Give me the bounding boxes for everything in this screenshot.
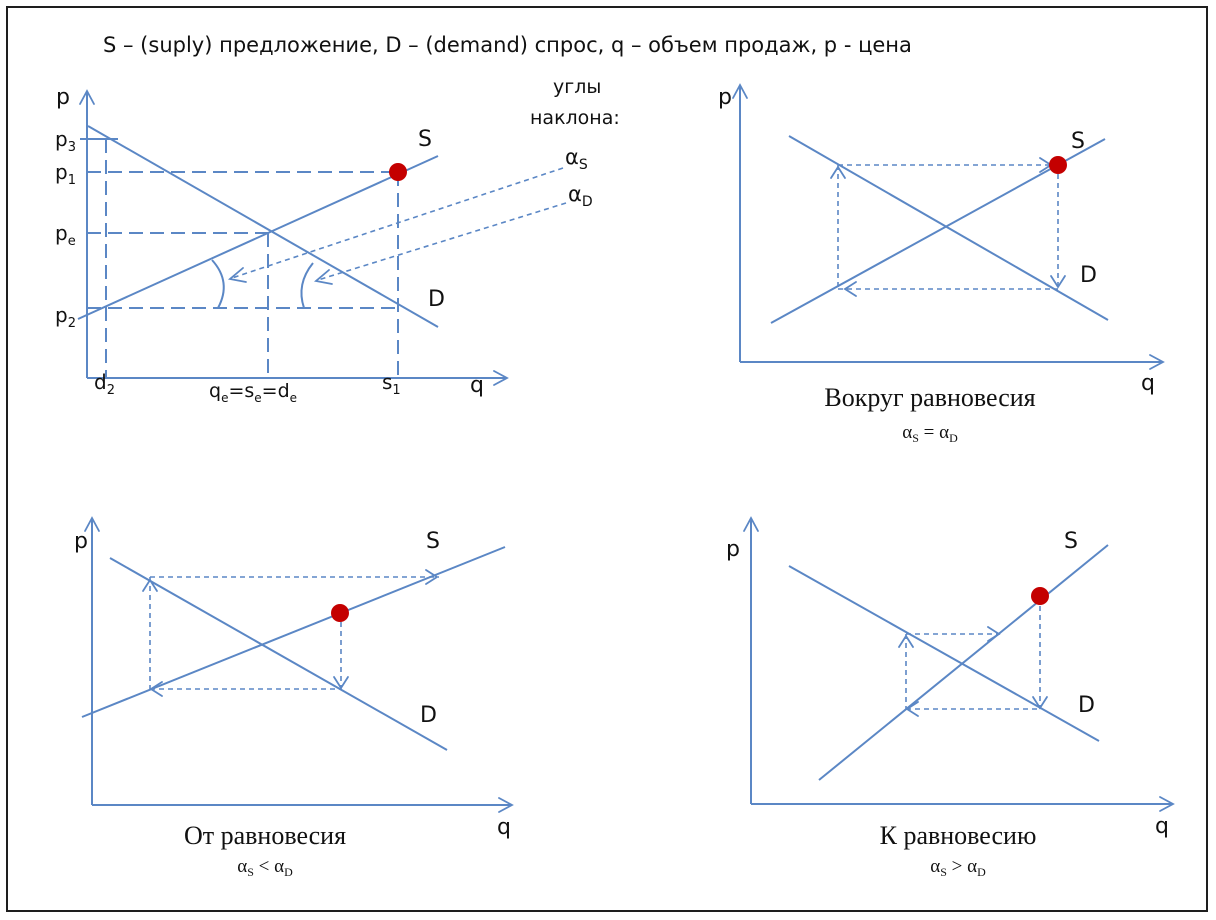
alpha-d-pointer-arrow-icon	[313, 269, 333, 285]
panel-around-equilibrium: p q S D Вокруг равновесия αS = αD	[718, 83, 1165, 445]
q-axis-arrow-icon	[498, 797, 514, 813]
p-axis-arrow-icon	[743, 516, 759, 532]
demand-label: D	[428, 287, 445, 312]
demand-label: D	[420, 703, 437, 728]
q-axis-arrow-icon	[1149, 354, 1165, 370]
p-axis-arrow-icon	[732, 83, 748, 99]
cobweb-arrow-down-icon	[333, 676, 349, 690]
panel-title: От равновесия	[184, 821, 346, 850]
slope-condition: αS = αD	[902, 422, 958, 445]
panel-title: Вокруг равновесия	[824, 383, 1035, 412]
price-point-marker	[1049, 156, 1067, 174]
cobweb-arrow-up-icon	[898, 634, 914, 648]
alpha-s-pointer	[231, 167, 564, 279]
supply-line	[77, 155, 439, 320]
p2-label: p2	[55, 303, 76, 331]
alpha-d-pointer	[317, 202, 567, 281]
panel-toward-equilibrium: p q S D К равновесию αS > αD	[726, 516, 1175, 879]
q-axis-arrow-icon	[1159, 796, 1175, 812]
p-axis-label: p	[726, 537, 740, 562]
q-axis-label: q	[470, 373, 484, 398]
demand-line	[109, 557, 448, 751]
cobweb-arrow-up-icon	[142, 578, 158, 592]
alpha-s-label: αS	[565, 145, 588, 173]
supply-label: S	[1064, 529, 1078, 554]
supply-label: S	[426, 529, 440, 554]
panel-title: К равновесию	[880, 821, 1037, 850]
price-point-marker	[389, 163, 407, 181]
slope-condition: αS > αD	[930, 856, 986, 879]
panel-definitions: p q S D p3 p1 pe p2 d2 s1 qe=se=de углы …	[55, 76, 620, 405]
cobweb-arrow-left-icon	[905, 701, 919, 717]
cobweb-arrow-left-icon	[843, 281, 857, 297]
demand-label: D	[1078, 693, 1095, 718]
demand-label: D	[1080, 263, 1097, 288]
diagram-frame	[6, 6, 1208, 912]
angles-title-line2: наклона:	[530, 107, 620, 129]
cobweb-arrow-up-icon	[830, 165, 846, 179]
pe-label: pe	[55, 221, 76, 249]
price-point-marker	[331, 604, 349, 622]
price-point-marker	[1031, 587, 1049, 605]
alpha-d-label: αD	[568, 182, 593, 210]
cobweb-arrow-down-icon	[1050, 275, 1066, 289]
demand-line	[788, 565, 1100, 742]
slope-condition: αS < αD	[237, 856, 293, 879]
p-axis-label: p	[718, 85, 732, 110]
d2-label: d2	[94, 370, 115, 398]
q-axis-label: q	[497, 815, 511, 840]
p-axis-label: p	[56, 85, 70, 110]
p1-label: p1	[55, 160, 76, 188]
cobweb-arrow-right-icon	[425, 569, 439, 585]
supply-line	[818, 544, 1109, 781]
cobweb-arrow-right-icon	[987, 626, 1001, 642]
supply-line	[770, 138, 1106, 324]
alpha-s-arc	[211, 259, 225, 309]
q-axis-label: q	[1155, 814, 1169, 839]
p-axis-label: p	[74, 529, 88, 554]
cobweb-arrow-left-icon	[149, 681, 163, 697]
s1-label: s1	[382, 370, 401, 398]
p-axis-arrow-icon	[84, 516, 100, 532]
q-axis-label: q	[1141, 371, 1155, 396]
demand-line	[87, 125, 439, 328]
header-legend: S – (suply) предложение, D – (demand) сп…	[103, 33, 912, 57]
supply-label: S	[1071, 129, 1085, 154]
equilibrium-quantity-label: qe=se=de	[209, 380, 297, 405]
alpha-d-arc	[300, 262, 314, 309]
p3-label: p3	[55, 127, 76, 155]
panel-away-from-equilibrium: p q S D От равновесия αS < αD	[74, 516, 514, 879]
angles-title-line1: углы	[553, 76, 601, 98]
p-axis-arrow-icon	[79, 89, 95, 105]
supply-line	[81, 546, 506, 718]
q-axis-arrow-icon	[493, 370, 509, 386]
cobweb-arrow-down-icon	[1032, 696, 1048, 710]
supply-label: S	[418, 127, 432, 152]
alpha-s-pointer-arrow-icon	[227, 267, 247, 283]
